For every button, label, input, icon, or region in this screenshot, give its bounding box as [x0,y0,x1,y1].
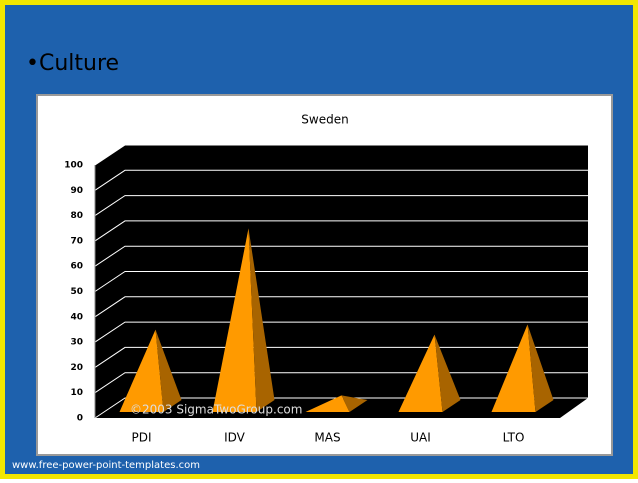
grid-line [94,195,588,217]
y-tick-label: 40 [70,312,83,322]
grid-line [94,220,588,242]
grid-line [94,245,588,267]
y-tick-label: 10 [70,388,83,398]
y-tick-label: 20 [70,363,83,373]
plot-area [95,145,588,418]
x-tick-label: MAS [314,431,340,445]
y-tick-label: 80 [70,211,83,221]
x-tick-label: UAI [410,431,431,445]
plot: 0 10 20 30 40 50 60 70 80 90 100 PDI IDV MAS UAI LTO ©20… [64,144,588,445]
y-tick-label: 90 [70,186,83,196]
grid-line [94,144,588,166]
pyramid-side [155,329,182,412]
slide-heading: •Culture [26,51,119,76]
grid-line [94,169,588,191]
pyramid-front [305,395,350,412]
pyramid-front [491,324,536,412]
chart-title: Sweden [301,113,348,127]
pyramid-side [434,334,461,412]
grid-line [94,321,588,343]
pyramid-side [527,324,554,412]
grid-line [94,271,588,292]
pyramid-front [119,329,164,412]
y-tick-label: 50 [70,287,83,297]
y-tick-label: 30 [70,338,83,348]
y-tick-label: 100 [64,161,83,171]
x-tick-label: IDV [224,431,246,445]
pyramid-side [248,228,275,412]
x-tick-label: PDI [131,431,151,445]
pyramid-side [341,395,368,412]
grid-line [94,296,588,318]
pyramid-front [398,334,443,412]
pyramid-front [212,228,257,412]
slide-footer: www.free-power-point-templates.com [12,460,200,471]
watermark: ©2003 SigmaTwoGroup.com [130,403,302,417]
y-tick-label: 0 [77,414,83,424]
x-tick-label: LTO [503,431,525,445]
y-tick-label: 60 [70,262,83,272]
y-tick-label: 70 [70,236,83,246]
